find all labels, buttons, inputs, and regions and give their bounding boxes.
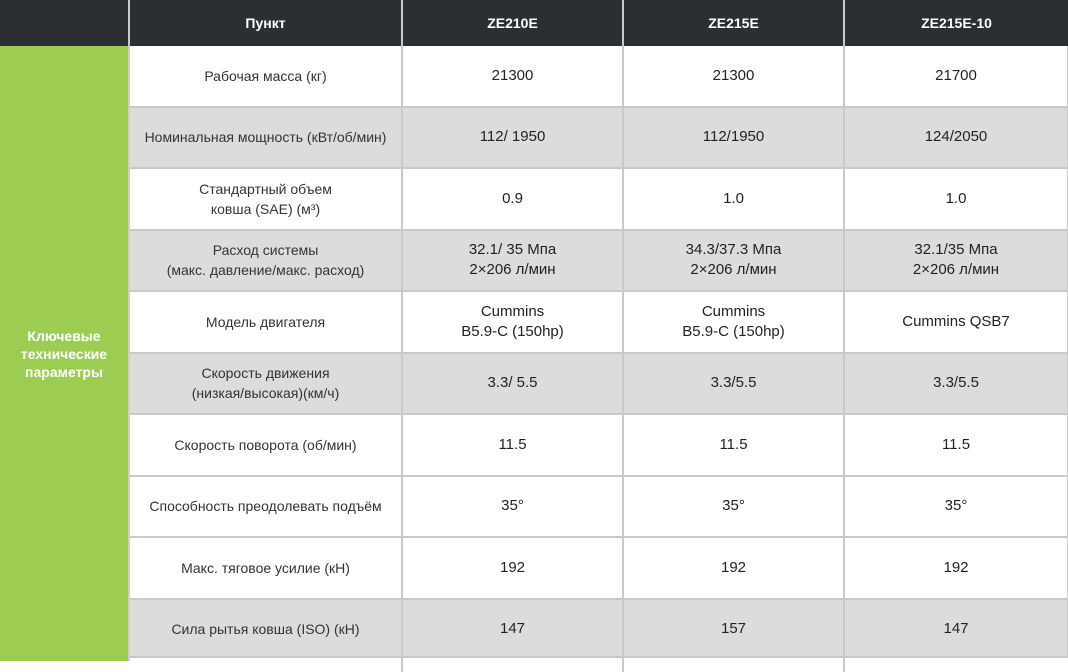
header-model-ze215e-10: ZE215E-10 (845, 0, 1068, 46)
header-model-ze210e: ZE210E (403, 0, 624, 46)
row-label: Расход системы (макс. давление/макс. рас… (130, 230, 403, 292)
row-label: Макс. тяговое усилие (кН) (130, 538, 403, 600)
table-cell: 11.5 (624, 415, 845, 477)
header-corner (0, 0, 130, 46)
table-cell: 0.9 (403, 169, 624, 231)
row-label: Рабочая масса (кг) (130, 46, 403, 108)
table-cell: 35° (845, 476, 1068, 538)
table-cell: 192 (845, 538, 1068, 600)
table-cell: 147 (845, 599, 1068, 661)
table-cell: 1.0 (845, 169, 1068, 231)
table-cell: 192 (403, 538, 624, 600)
row-label: Способность преодолевать подъём (130, 476, 403, 538)
table-cell: 32.1/35 Мпа 2×206 л/мин (845, 230, 1068, 292)
header-item: Пункт (130, 0, 403, 46)
table-cell: 1.0 (624, 169, 845, 231)
table-cell: Cummins QSB7 (845, 292, 1068, 354)
table-cell: 112/ 1950 (403, 107, 624, 169)
row-label: Скорость движения (низкая/высокая)(км/ч) (130, 353, 403, 415)
table-cell: 147 (403, 599, 624, 661)
table-cell: Cummins B5.9-C (150hp) (624, 292, 845, 354)
table-cell: 32.1/ 35 Мпа 2×206 л/мин (403, 230, 624, 292)
row-label: Номинальная мощность (кВт/об/мин) (130, 107, 403, 169)
table-cell: 124/2050 (845, 107, 1068, 169)
table-cell: 34.3/37.3 Мпа 2×206 л/мин (624, 230, 845, 292)
table-cell: 3.3/ 5.5 (403, 353, 624, 415)
column-divider (843, 658, 845, 672)
table-cell: 3.3/5.5 (624, 353, 845, 415)
column-divider (401, 658, 403, 672)
row-label: Сила рытья ковша (ISO) (кН) (130, 599, 403, 661)
table-cell: 157 (624, 599, 845, 661)
row-label: Модель двигателя (130, 292, 403, 354)
column-divider (622, 658, 624, 672)
next-row-stub (130, 656, 1068, 672)
header-model-ze215e: ZE215E (624, 0, 845, 46)
table-cell: 11.5 (845, 415, 1068, 477)
table-cell: 11.5 (403, 415, 624, 477)
row-label: Скорость поворота (об/мин) (130, 415, 403, 477)
table-cell: 21300 (624, 46, 845, 108)
table-cell: Cummins B5.9-C (150hp) (403, 292, 624, 354)
table-cell: 192 (624, 538, 845, 600)
table-cell: 112/1950 (624, 107, 845, 169)
table-cell: 21300 (403, 46, 624, 108)
table-cell: 21700 (845, 46, 1068, 108)
row-label: Стандартный объем ковша (SAE) (м³) (130, 169, 403, 231)
table-cell: 35° (624, 476, 845, 538)
table-cell: 35° (403, 476, 624, 538)
table-cell: 3.3/5.5 (845, 353, 1068, 415)
section-label-key-parameters: Ключевые технические параметры (0, 46, 130, 661)
